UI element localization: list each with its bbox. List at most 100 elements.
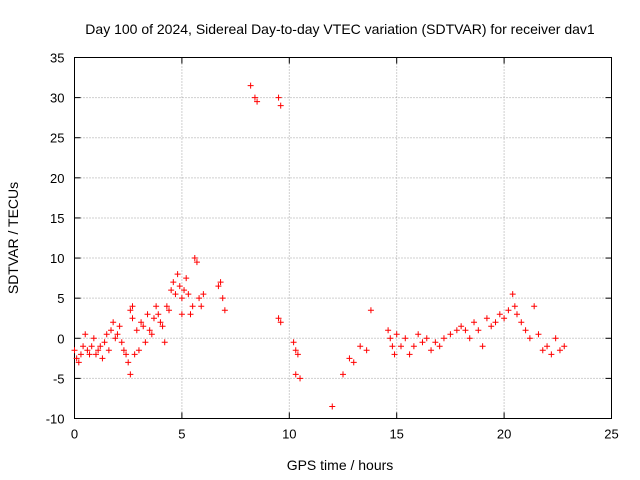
data-point: [103, 331, 110, 338]
data-point: [118, 339, 125, 346]
data-point: [82, 331, 89, 338]
y-tick-label: 30: [50, 91, 64, 106]
data-point: [191, 255, 198, 262]
data-point: [155, 311, 162, 318]
data-point: [544, 343, 551, 350]
data-point: [488, 323, 495, 330]
y-tick-label: 35: [50, 51, 64, 66]
data-point: [116, 323, 123, 330]
data-point: [475, 327, 482, 334]
data-point: [363, 347, 370, 354]
data-point: [385, 327, 392, 334]
y-tick-label: 0: [57, 331, 64, 346]
y-tick-label: 10: [50, 251, 64, 266]
data-point: [221, 307, 228, 314]
data-point: [131, 351, 138, 358]
data-point: [114, 331, 121, 338]
axis-ticks: 0 5 10 15 20 25 -10 -5 0 5 10 15 20 25 30 35: [46, 51, 619, 442]
data-point: [108, 327, 115, 334]
data-point: [172, 291, 179, 298]
data-point: [440, 335, 447, 342]
data-point: [505, 307, 512, 314]
data-point: [217, 279, 224, 286]
data-point: [183, 275, 190, 282]
data-point: [187, 311, 194, 318]
data-point: [157, 319, 164, 326]
data-point: [254, 98, 261, 105]
data-point: [168, 287, 175, 294]
y-tick-label: -10: [46, 412, 65, 427]
data-point: [526, 335, 533, 342]
data-point: [90, 335, 97, 342]
data-point: [340, 371, 346, 378]
data-point: [535, 331, 542, 338]
data-point: [159, 323, 166, 330]
x-tick-label: 10: [282, 427, 296, 442]
data-point: [150, 315, 157, 322]
data-point: [251, 94, 258, 101]
data-point: [142, 339, 149, 346]
data-point: [402, 335, 409, 342]
data-points: [71, 82, 568, 410]
data-point: [423, 335, 430, 342]
data-point: [552, 335, 559, 342]
data-point: [367, 307, 374, 314]
data-point: [73, 355, 80, 362]
data-point: [95, 347, 102, 354]
data-point: [163, 303, 170, 310]
data-point: [86, 351, 93, 358]
data-point: [428, 347, 435, 354]
data-point: [161, 339, 168, 346]
data-point: [185, 291, 192, 298]
y-tick-label: 15: [50, 211, 64, 226]
data-point: [518, 319, 525, 326]
data-point: [123, 351, 130, 358]
data-point: [458, 323, 465, 330]
x-tick-label: 0: [71, 427, 78, 442]
data-point: [492, 319, 499, 326]
x-tick-label: 15: [389, 427, 403, 442]
data-point: [153, 303, 160, 310]
data-point: [178, 311, 185, 318]
data-point: [148, 331, 155, 338]
data-point: [99, 355, 106, 362]
data-point: [129, 315, 136, 322]
data-point: [406, 351, 413, 358]
x-tick-label: 25: [604, 427, 618, 442]
data-point: [110, 319, 117, 326]
data-point: [219, 295, 226, 302]
data-point: [453, 327, 460, 334]
data-point: [479, 343, 486, 350]
data-point: [501, 315, 508, 322]
data-point: [415, 331, 422, 338]
data-point: [436, 343, 443, 350]
data-point: [393, 331, 400, 338]
data-point: [471, 319, 478, 326]
data-point: [146, 327, 153, 334]
data-point: [294, 351, 301, 358]
data-point: [561, 343, 568, 350]
data-point: [215, 283, 222, 290]
data-point: [101, 339, 108, 346]
data-point: [496, 311, 503, 318]
data-point: [198, 303, 205, 310]
plot-frame: [74, 57, 612, 419]
data-point: [189, 303, 196, 310]
data-point: [77, 351, 84, 358]
y-tick-label: -5: [53, 371, 65, 386]
data-point: [88, 343, 95, 350]
y-tick-label: 20: [50, 171, 64, 186]
data-point: [120, 347, 127, 354]
data-point: [127, 307, 134, 314]
data-point: [127, 371, 134, 378]
data-point: [346, 355, 353, 362]
data-point: [196, 295, 203, 302]
x-tick-label: 20: [497, 427, 511, 442]
data-point: [193, 259, 200, 266]
data-point: [166, 307, 173, 314]
data-point: [129, 303, 136, 310]
data-point: [80, 343, 87, 350]
y-axis-title: SDTVAR / TECUs: [5, 182, 21, 294]
data-point: [297, 375, 304, 382]
data-point: [556, 347, 563, 354]
